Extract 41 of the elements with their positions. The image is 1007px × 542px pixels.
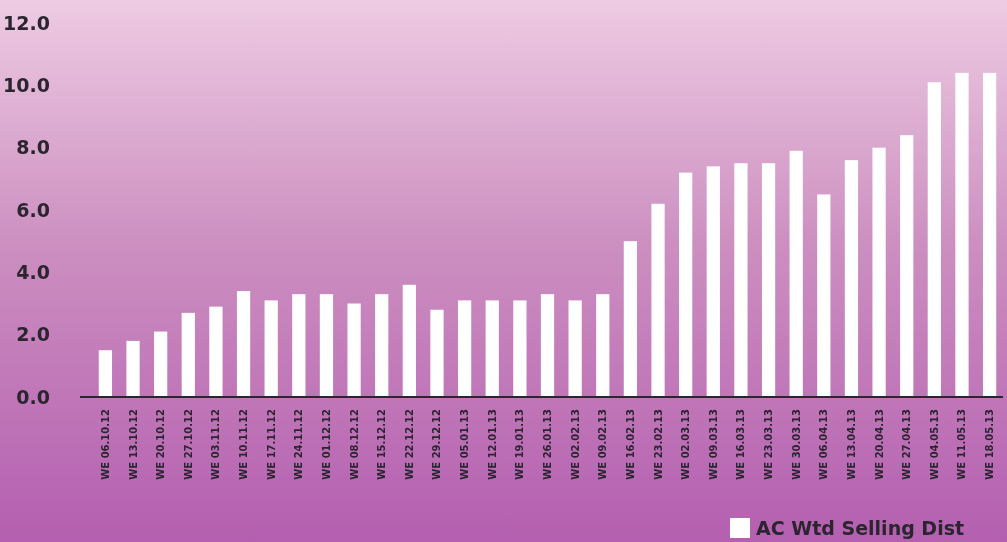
y-tick-label: 0.0	[16, 385, 50, 408]
x-tick-label: WE 19.01.13	[514, 408, 526, 480]
x-tick-label: WE 08.12.12	[348, 408, 360, 480]
x-tick-label: WE 27.04.13	[901, 408, 913, 480]
x-tick-label: WE 29.12.12	[431, 408, 443, 480]
y-tick-label: 12.0	[3, 11, 50, 34]
x-tick-label: WE 01.12.12	[320, 408, 332, 480]
x-tick-label: WE 04.05.13	[928, 408, 940, 480]
x-tick-label: WE 06.10.12	[99, 408, 111, 480]
x-tick-label: WE 26.01.13	[542, 408, 553, 480]
y-tick-label: 4.0	[16, 260, 50, 283]
x-tick-label: WE 09.02.13	[597, 408, 609, 480]
x-tick-label: WE 22.12.12	[403, 408, 415, 480]
y-tick-label: 8.0	[16, 136, 50, 159]
legend-label: AC Wtd Selling Dist	[756, 516, 965, 539]
x-tick-label: WE 12.01.13	[486, 408, 498, 480]
x-tick-label: WE 15.12.12	[376, 408, 388, 480]
x-tick-label: WE 03.11.12	[210, 408, 222, 480]
x-tick-label: WE 20.10.12	[155, 408, 167, 480]
y-tick-label: 2.0	[16, 323, 50, 346]
x-tick-label: WE 23.03.13	[763, 408, 775, 480]
y-tick-label: 10.0	[3, 73, 50, 96]
x-tick-label: WE 13.04.13	[845, 408, 857, 480]
x-tick-label: WE 13.10.12	[127, 408, 139, 480]
x-tick-label: WE 06.04.13	[818, 408, 830, 480]
x-tick-label: WE 27.10.12	[182, 408, 194, 480]
x-tick-label: WE 11.05.13	[956, 408, 968, 480]
x-tick-label: WE 05.01.13	[459, 408, 471, 480]
x-tick-label: WE 02.03.13	[680, 408, 692, 480]
x-tick-label: WE 18.05.13	[984, 408, 996, 480]
x-tick-label: WE 16.03.13	[735, 408, 747, 480]
x-tick-label: WE 10.11.12	[238, 408, 250, 480]
x-tick-label: WE 24.11.12	[293, 408, 305, 480]
x-tick-label: WE 20.04.13	[873, 408, 885, 480]
x-tick-label: WE 02.02.13	[569, 408, 581, 480]
x-tick-label: WE 17.11.12	[265, 408, 277, 480]
y-tick-label: 6.0	[16, 198, 50, 221]
x-tick-label: WE 23.02.13	[652, 408, 664, 480]
x-tick-label: WE 16.02.13	[624, 408, 636, 480]
x-tick-label: WE 09.03.13	[707, 408, 719, 480]
x-tick-label: WE 30.03.13	[790, 408, 802, 480]
